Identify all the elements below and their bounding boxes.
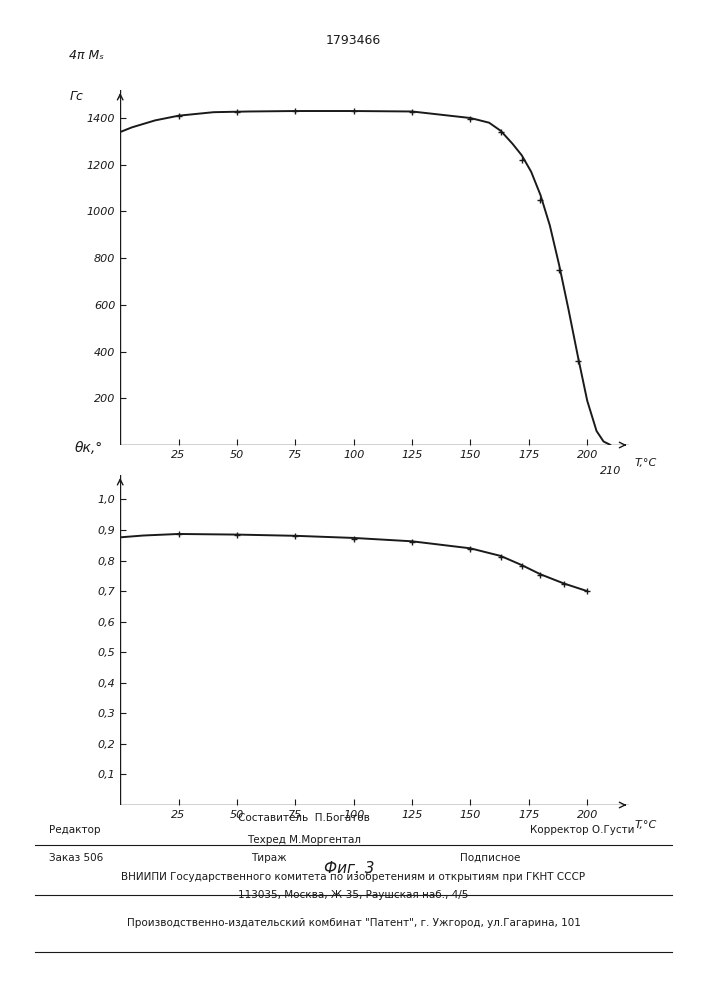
Text: Гс: Гс <box>69 90 83 103</box>
Text: Фиг. 2: Фиг. 2 <box>324 495 375 510</box>
Text: Редактор: Редактор <box>49 825 101 835</box>
Text: θк,°: θк,° <box>74 441 103 455</box>
Text: ВНИИПИ Государственного комитета по изобретениям и открытиям при ГКНТ СССР: ВНИИПИ Государственного комитета по изоб… <box>122 872 585 882</box>
Text: Производственно-издательский комбинат "Патент", г. Ужгород, ул.Гагарина, 101: Производственно-издательский комбинат "П… <box>127 918 580 928</box>
Text: 113035, Москва, Ж-35, Раушская наб., 4/5: 113035, Москва, Ж-35, Раушская наб., 4/5 <box>238 890 469 900</box>
Text: Тираж: Тираж <box>251 853 286 863</box>
Text: Фиг. 3: Фиг. 3 <box>324 861 375 876</box>
Text: T,°C: T,°C <box>634 820 657 830</box>
Text: Техред М.Моргентал: Техред М.Моргентал <box>247 835 361 845</box>
Text: 4π Mₛ: 4π Mₛ <box>69 49 104 62</box>
Text: 210: 210 <box>600 466 621 476</box>
Text: Составитель  П.Богатов: Составитель П.Богатов <box>238 813 370 823</box>
Text: Заказ 506: Заказ 506 <box>49 853 104 863</box>
Text: Корректор О.Густи: Корректор О.Густи <box>530 825 635 835</box>
Text: Подписное: Подписное <box>460 853 520 863</box>
Text: 1793466: 1793466 <box>326 34 381 47</box>
Text: T,°C: T,°C <box>634 458 657 468</box>
